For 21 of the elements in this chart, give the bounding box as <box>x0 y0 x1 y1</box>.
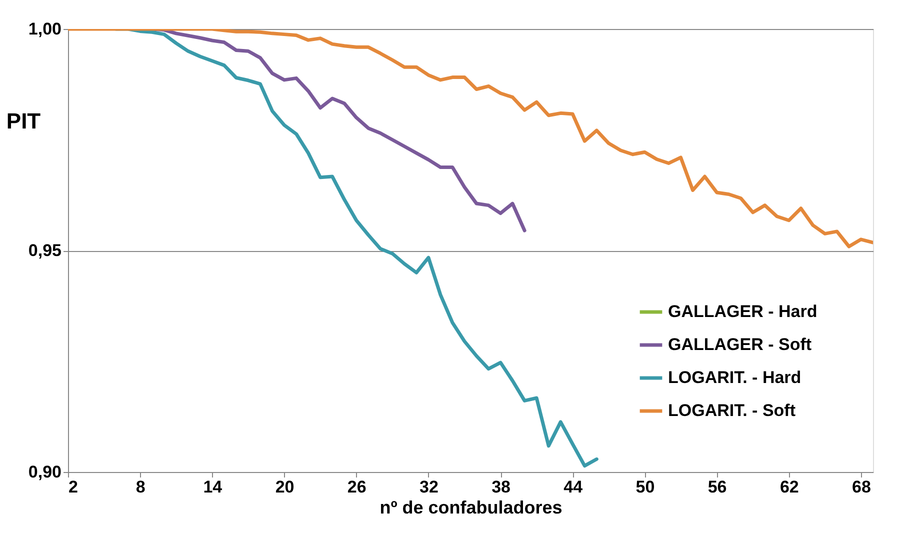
x-axis-title: nº de confabuladores <box>380 498 562 518</box>
x-tick-label: 20 <box>275 478 294 496</box>
x-tick-label: 56 <box>708 478 727 496</box>
x-tick-label: 62 <box>780 478 799 496</box>
legend-label: LOGARIT. - Hard <box>668 368 802 387</box>
legend-label: GALLAGER - Hard <box>668 302 818 321</box>
x-tick-label: 26 <box>347 478 366 496</box>
y-axis-title: PIT <box>6 108 42 134</box>
x-tick-label: 14 <box>203 478 223 496</box>
x-tick-label: 68 <box>852 478 871 496</box>
x-tick-label: 44 <box>564 478 584 496</box>
y-tick-label: 0,95 <box>28 241 62 260</box>
x-tick-label: 8 <box>136 478 146 496</box>
legend-label: LOGARIT. - Soft <box>668 401 796 420</box>
x-tick-label: 50 <box>636 478 655 496</box>
x-tick-label: 32 <box>419 478 438 496</box>
legend-label: GALLAGER - Soft <box>668 335 812 354</box>
x-tick-label: 38 <box>492 478 510 496</box>
y-tick-label: 0,90 <box>28 462 62 482</box>
x-tick-label: 2 <box>68 478 78 496</box>
y-tick-label: 1,00 <box>28 20 62 38</box>
